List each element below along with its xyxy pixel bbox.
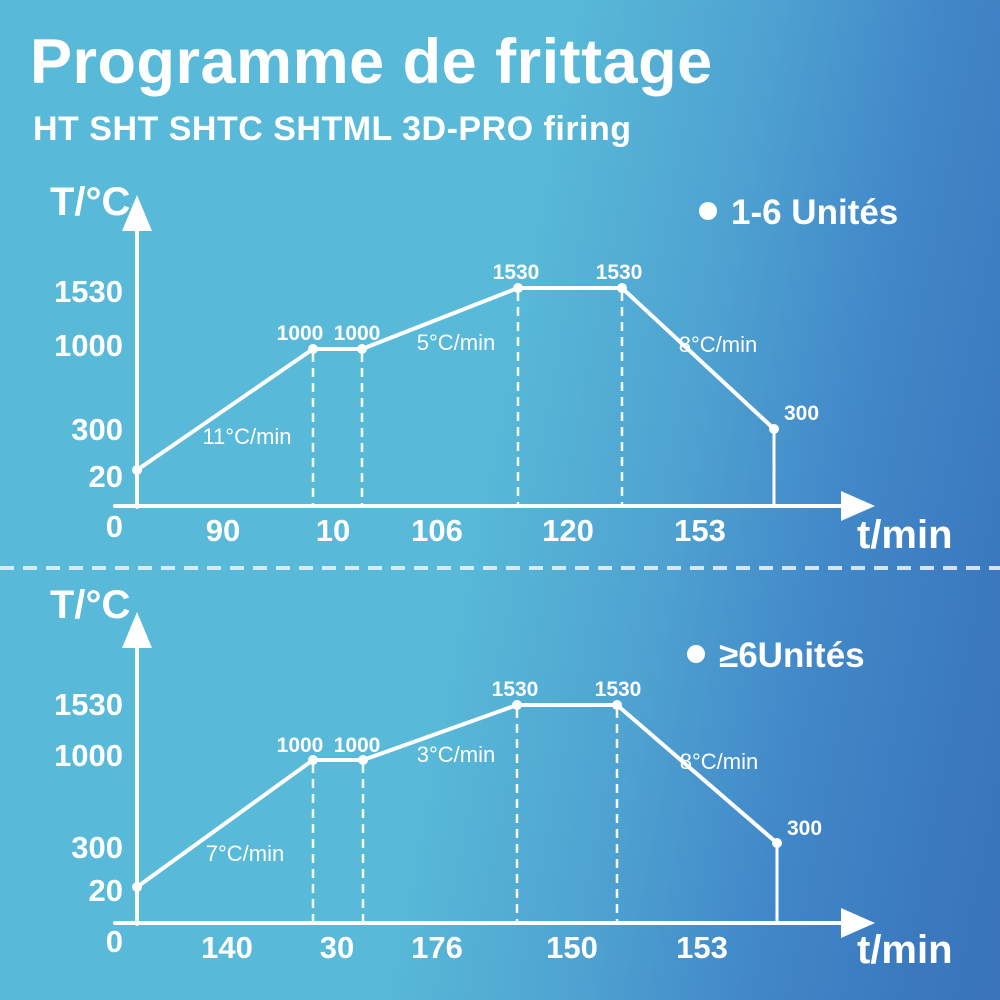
section-divider [0, 566, 1000, 570]
point-label: 1530 [492, 678, 539, 701]
page-title: Programme de frittage [30, 27, 713, 97]
temperature-curve [135, 703, 779, 889]
x-segment: 106 [411, 513, 463, 548]
point-label: 300 [784, 402, 819, 425]
chart-1-series [132, 283, 779, 504]
data-point [358, 755, 368, 765]
chart-2-point-labels: 1000 1000 1530 1530 300 [277, 678, 822, 840]
x-segment: 150 [546, 930, 598, 965]
page-subtitle: HT SHT SHTC SHTML 3D-PRO firing [33, 110, 632, 148]
chart-2-series [132, 700, 782, 921]
legend-bullet-icon [687, 645, 705, 663]
y-tick: 300 [71, 830, 123, 865]
x-segment: 153 [676, 930, 728, 965]
data-point [357, 344, 367, 354]
data-point [132, 465, 142, 475]
x-segment: 153 [674, 513, 726, 548]
y-tick: 20 [89, 873, 123, 908]
point-label: 1000 [334, 322, 381, 345]
x-segment: 140 [201, 930, 253, 965]
x-axis-label: t/min [857, 513, 953, 557]
x-axis-label: t/min [857, 928, 953, 972]
point-label: 300 [787, 817, 822, 840]
point-label: 1530 [595, 678, 642, 701]
chart-2-gridlines [311, 709, 619, 921]
y-axis-arrow-icon [122, 195, 152, 231]
data-point [617, 283, 627, 293]
y-tick: 1530 [54, 687, 123, 722]
x-segment: 30 [320, 930, 354, 965]
data-point [132, 882, 142, 892]
legend-label: 1-6 Unités [731, 193, 898, 232]
chart-1-rate-labels: 11°C/min 5°C/min 8°C/min [202, 330, 757, 449]
temperature-curve [135, 286, 776, 472]
data-point [512, 700, 522, 710]
x-segment: 176 [411, 930, 463, 965]
chart-2-legend: ≥6Unités [687, 636, 865, 675]
rate-label: 7°C/min [206, 841, 284, 866]
rate-label: 5°C/min [417, 330, 495, 355]
x-segment: 10 [316, 513, 350, 548]
point-label: 1530 [596, 261, 643, 284]
y-axis-arrow-icon [122, 612, 152, 648]
data-point [308, 755, 318, 765]
y-tick: 20 [89, 459, 123, 494]
rate-label: 3°C/min [417, 742, 495, 767]
data-point [308, 344, 318, 354]
x-segment: 90 [206, 513, 240, 548]
legend-label: ≥6Unités [719, 636, 865, 675]
data-point [769, 424, 779, 434]
point-label: 1530 [493, 261, 540, 284]
chart-1-axes: T/°C t/min [50, 180, 953, 557]
chart-2-y-tick-labels: 1530 1000 300 20 0 [54, 687, 123, 959]
y-tick: 0 [106, 924, 123, 959]
data-point [772, 838, 782, 848]
chart-2-axes: T/°C t/min [50, 583, 953, 972]
rate-label: 11°C/min [202, 424, 291, 449]
rate-label: 8°C/min [680, 749, 758, 774]
y-axis-label: T/°C [50, 583, 130, 627]
y-tick: 0 [106, 509, 123, 544]
legend-bullet-icon [699, 202, 717, 220]
point-label: 1000 [334, 734, 381, 757]
chart-2-rate-labels: 7°C/min 3°C/min 8°C/min [206, 742, 758, 866]
chart-1-x-segment-labels: 90 10 106 120 153 [206, 513, 726, 548]
chart-1-gridlines [311, 292, 624, 504]
chart-1-legend: 1-6 Unités [699, 193, 898, 232]
x-axis-arrow-icon [841, 908, 875, 938]
chart-1-y-tick-labels: 1530 1000 300 20 0 [54, 274, 123, 544]
data-point [513, 283, 523, 293]
chart-2-x-segment-labels: 140 30 176 150 153 [201, 930, 728, 965]
rate-label: 8°C/min [679, 332, 757, 357]
x-axis-arrow-icon [841, 491, 875, 521]
y-tick: 1000 [54, 738, 123, 773]
point-label: 1000 [277, 734, 324, 757]
y-tick: 1530 [54, 274, 123, 309]
y-tick: 300 [71, 412, 123, 447]
point-label: 1000 [277, 322, 324, 345]
chart-1-point-labels: 1000 1000 1530 1530 300 [277, 261, 819, 425]
data-point [612, 700, 622, 710]
y-tick: 1000 [54, 328, 123, 363]
y-axis-label: T/°C [50, 180, 130, 224]
x-segment: 120 [542, 513, 594, 548]
